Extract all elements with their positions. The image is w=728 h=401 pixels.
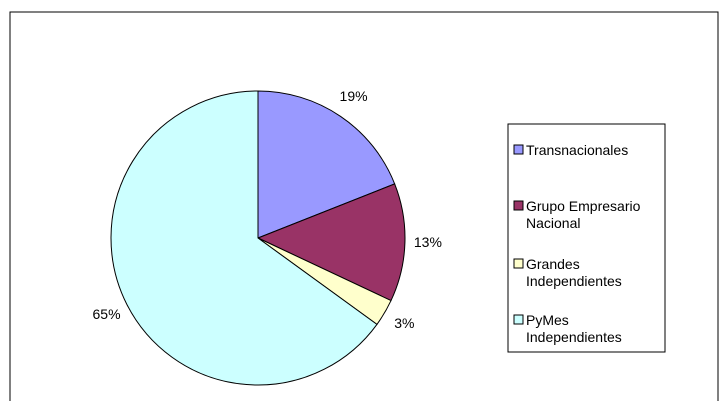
legend-label: Grupo Empresario Nacional [526,198,641,231]
data-label: 19% [340,88,368,104]
data-label: 3% [394,315,414,331]
legend-entry: Grupo Empresario Nacional [526,198,641,231]
legend-entry: PyMes Independientes [526,312,622,345]
pie-slice [110,90,378,386]
chart-border [9,11,719,401]
legend-swatch [513,200,524,211]
pie-slice [256,183,406,302]
legend-swatch [513,314,524,325]
legend-entry: Grandes Independientes [526,256,622,289]
data-label: 65% [93,306,121,322]
legend-label: Grandes Independientes [526,256,622,289]
legend-label: PyMes Independientes [526,312,622,345]
pie-slice [257,90,396,239]
legend-label: Transnacionales [526,142,629,158]
data-label: 13% [414,234,442,250]
legend-swatch [513,144,524,155]
legend-swatch [513,258,524,269]
legend-entry: Transnacionales [526,142,629,158]
legend-box [507,123,666,353]
